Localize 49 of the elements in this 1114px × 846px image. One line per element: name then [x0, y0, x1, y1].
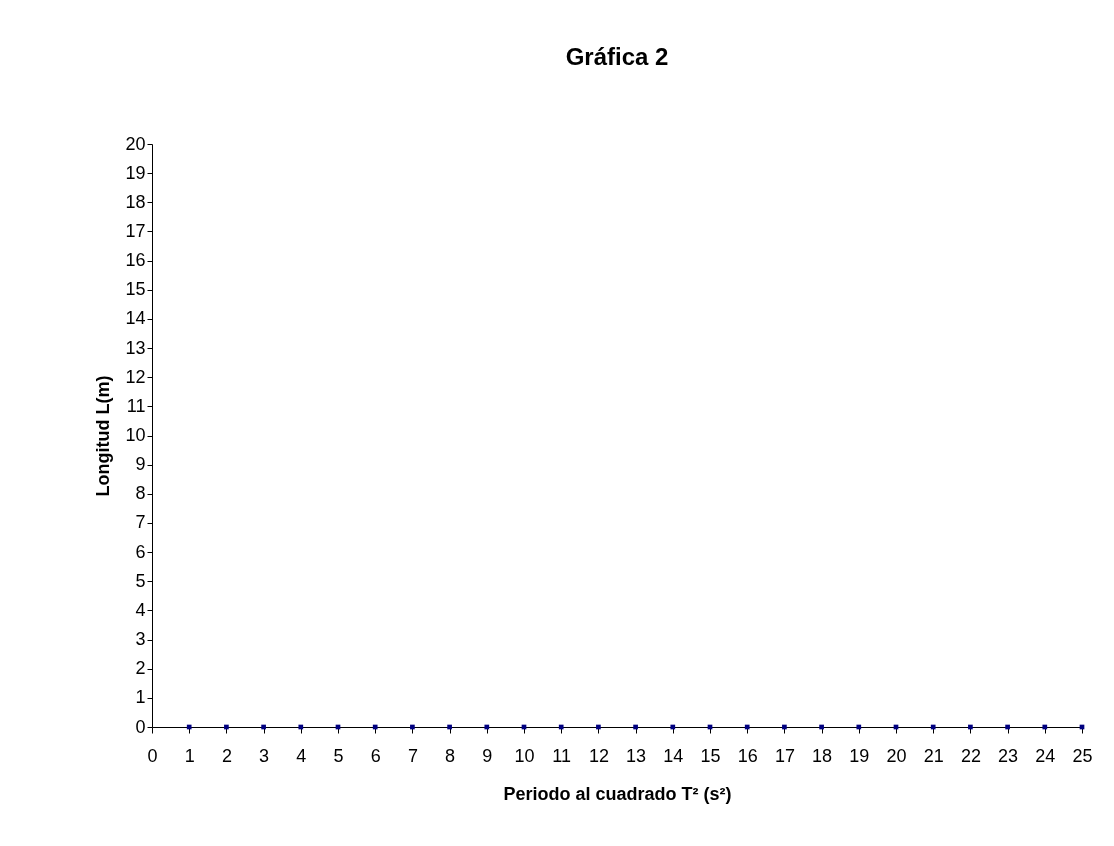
x-tick-label: 17	[774, 745, 795, 766]
x-tick-label: 25	[1072, 745, 1093, 766]
x-tick-label: 22	[960, 745, 981, 766]
x-tick-label: 21	[923, 745, 944, 766]
y-tick-label: 3	[135, 629, 146, 650]
y-tick-label: 20	[125, 133, 146, 154]
chart-title: Gráfica 2	[565, 43, 669, 70]
y-tick-label: 7	[135, 512, 146, 533]
x-tick-label: 8	[445, 745, 456, 766]
x-tick-label: 4	[296, 745, 307, 766]
x-tick-label: 12	[588, 745, 609, 766]
y-tick-label: 12	[125, 366, 146, 387]
x-tick-label: 1	[184, 745, 195, 766]
x-tick-label: 3	[259, 745, 270, 766]
y-tick-label: 11	[126, 395, 146, 416]
y-tick-label: 16	[125, 250, 146, 271]
x-tick-label: 20	[886, 745, 907, 766]
y-tick-label: 9	[135, 454, 146, 475]
x-tick-label: 16	[737, 745, 758, 766]
x-tick-label: 15	[700, 745, 721, 766]
x-tick-label: 5	[333, 745, 344, 766]
x-tick-label: 7	[407, 745, 418, 766]
x-tick-label: 19	[849, 745, 870, 766]
x-tick-label: 11	[552, 745, 572, 766]
x-tick-label: 6	[370, 745, 381, 766]
y-tick-label: 4	[135, 599, 146, 620]
y-tick-label: 14	[125, 308, 146, 329]
y-tick-label: 13	[125, 337, 146, 358]
y-tick-label: 0	[135, 716, 146, 737]
x-tick-label: 18	[812, 745, 833, 766]
x-tick-label: 24	[1035, 745, 1056, 766]
x-tick-label: 10	[514, 745, 535, 766]
y-tick-label: 5	[135, 570, 146, 591]
y-tick-label: 17	[125, 220, 146, 241]
x-tick-label: 13	[626, 745, 647, 766]
x-axis-title: Periodo al cuadrado T² (s²)	[503, 783, 732, 804]
y-tick-label: 2	[135, 658, 146, 679]
y-tick-label: 1	[135, 687, 146, 708]
y-tick-label: 6	[135, 541, 146, 562]
y-tick-label: 19	[125, 162, 146, 183]
y-tick-label: 18	[125, 191, 146, 212]
y-axis-title: Longitud L(m)	[93, 375, 114, 497]
x-tick-label: 14	[663, 745, 684, 766]
x-tick-label: 2	[221, 745, 232, 766]
y-tick-label: 15	[125, 279, 146, 300]
x-tick-label: 9	[482, 745, 493, 766]
y-tick-label: 10	[125, 425, 146, 445]
y-tick-label: 8	[135, 483, 146, 504]
x-tick-label: 23	[998, 745, 1019, 766]
